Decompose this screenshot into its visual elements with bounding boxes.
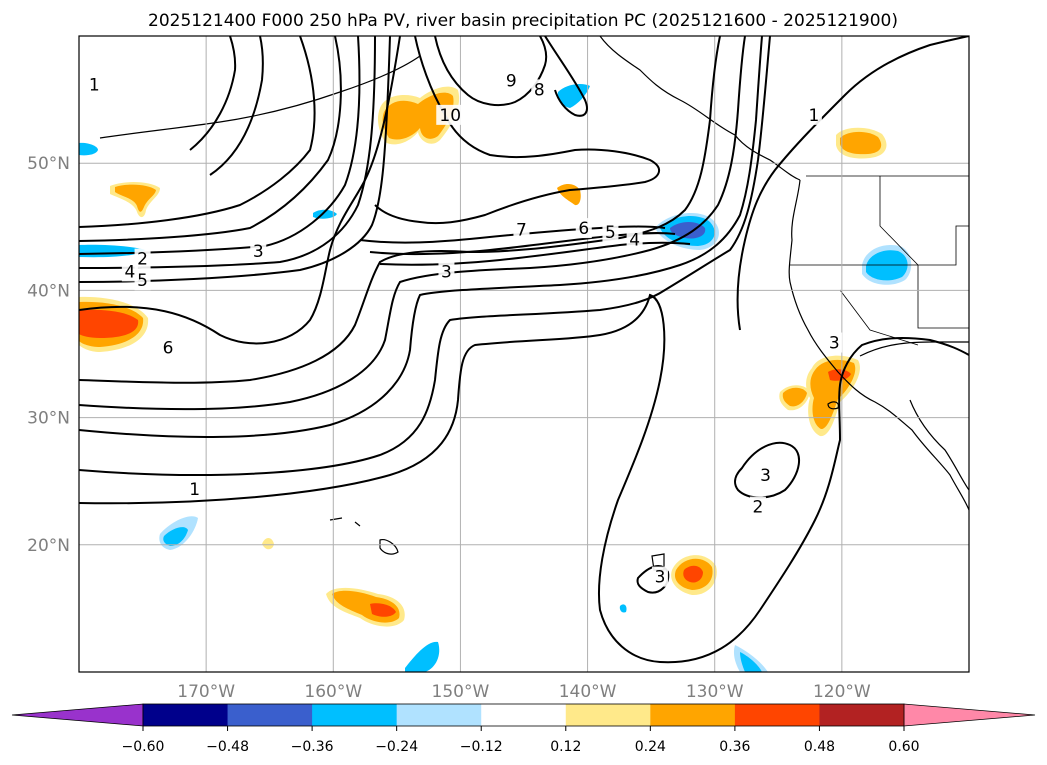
contour-label-bg <box>531 79 548 100</box>
positive-anomaly-131w-17n <box>671 555 717 596</box>
colorbar-segment <box>143 704 229 726</box>
colorbar-segment <box>312 704 398 726</box>
lat-tick-label: 30°N <box>27 409 70 429</box>
contour-label: 8 <box>534 80 545 100</box>
contour-label: 3 <box>253 242 264 262</box>
contour-label-bg <box>436 104 465 125</box>
colorbar-tick-label: 0.60 <box>888 739 919 755</box>
contour-label-bg <box>250 240 267 261</box>
contour-label: 3 <box>829 334 840 354</box>
colorbar: −0.60 −0.48 −0.36 −0.24 −0.12 0.12 0.24 0.36 0.4… <box>11 703 1036 755</box>
contour-label-bg <box>86 74 103 95</box>
contour-label: 5 <box>605 223 616 243</box>
colorbar-tick-label: 0.12 <box>550 739 581 755</box>
colorbar-segment <box>481 704 567 726</box>
contour-label-bg <box>134 248 151 269</box>
colorbar-tick-label: −0.60 <box>122 739 165 755</box>
contour-label-bg <box>805 104 822 125</box>
colorbar-segment <box>734 704 820 726</box>
colorbar-frame <box>142 703 905 727</box>
precip-shading <box>79 84 912 672</box>
contour-label-bg <box>749 496 766 517</box>
colorbar-tick-label: 0.24 <box>635 739 666 755</box>
positive-anomaly-gulf-alaska <box>377 86 460 145</box>
contour-label-bg <box>121 261 138 282</box>
contour-label-bg <box>513 219 530 240</box>
longitude-tick-labels: 170°W 160°W 150°W 140°W 130°W 120°W <box>177 682 871 702</box>
map-title: 2025121400 F000 250 hPa PV, river basin … <box>148 11 898 31</box>
contour-label: 5 <box>137 271 148 291</box>
colorbar-segment <box>650 704 736 726</box>
lat-tick-label: 50°N <box>27 154 70 174</box>
colorbar-segment <box>396 704 482 726</box>
colorbar-tick-label: −0.36 <box>291 739 334 755</box>
colorbar-tick-label: −0.24 <box>375 739 418 755</box>
contour-label: 3 <box>441 262 452 282</box>
contour-label: 3 <box>655 568 666 588</box>
contour-label-bg <box>438 261 455 282</box>
contour-label-bg <box>575 218 592 239</box>
coastlines <box>99 36 969 571</box>
contour-label: 2 <box>753 498 764 518</box>
contour-label: 10 <box>439 106 461 126</box>
colorbar-segment <box>565 704 651 726</box>
contour-label-bg <box>757 464 774 485</box>
lon-tick-label: 130°W <box>686 682 744 702</box>
negative-anomaly-west-51n <box>79 142 98 156</box>
borders <box>790 175 969 346</box>
pv-contours <box>79 36 969 664</box>
lon-tick-label: 170°W <box>177 682 235 702</box>
contour-label: 1 <box>808 106 819 126</box>
contour-label: 1 <box>89 75 100 95</box>
contour-label-bg <box>134 270 151 291</box>
negative-anomaly-169w-21n <box>159 516 198 550</box>
contour-label: 1 <box>189 480 200 500</box>
positive-anomaly-west-38n <box>79 296 149 352</box>
map-frame <box>78 35 970 673</box>
contour-label-bg <box>503 70 520 91</box>
contour-label: 2 <box>137 250 148 270</box>
contour-label: 6 <box>578 219 589 239</box>
colorbar-tick-label: 0.36 <box>719 739 750 755</box>
lon-tick-label: 140°W <box>559 682 617 702</box>
contour-label-bg <box>160 337 176 358</box>
contour-label-bg <box>626 229 643 250</box>
gridlines <box>79 36 969 672</box>
contour-label-bg <box>652 566 669 587</box>
colorbar-tick-label: −0.48 <box>206 739 249 755</box>
colorbar-under-extension <box>11 703 144 727</box>
positive-anomaly-165w-20n <box>262 538 274 550</box>
negative-anomaly-150w-11n <box>405 641 440 672</box>
contour-label: 4 <box>629 231 640 251</box>
contour-label-bg <box>826 332 843 353</box>
negative-anomaly-142w-57n <box>557 84 590 108</box>
lon-tick-label: 120°W <box>813 682 871 702</box>
colorbar-over-extension <box>903 703 1036 727</box>
contour-label: 3 <box>760 466 771 486</box>
colorbar-tick-label: −0.12 <box>460 739 503 755</box>
positive-anomaly-157w-15n <box>326 587 405 627</box>
contour-label: 4 <box>124 262 135 282</box>
positive-anomaly-california <box>779 355 860 437</box>
lon-tick-label: 160°W <box>304 682 362 702</box>
contour-label: 6 <box>163 339 174 359</box>
contour-label: 9 <box>506 72 517 92</box>
lat-tick-label: 20°N <box>27 536 70 556</box>
latitude-tick-labels: 50°N 40°N 30°N 20°N <box>27 154 70 556</box>
contour-label-bg <box>186 478 203 499</box>
contour-label-bg <box>602 221 619 242</box>
lon-tick-label: 150°W <box>432 682 490 702</box>
colorbar-segment <box>819 704 905 726</box>
lat-tick-label: 40°N <box>27 281 70 301</box>
contour-label: 7 <box>516 220 527 240</box>
colorbar-tick-label: 0.48 <box>804 739 835 755</box>
colorbar-segment <box>227 704 313 726</box>
